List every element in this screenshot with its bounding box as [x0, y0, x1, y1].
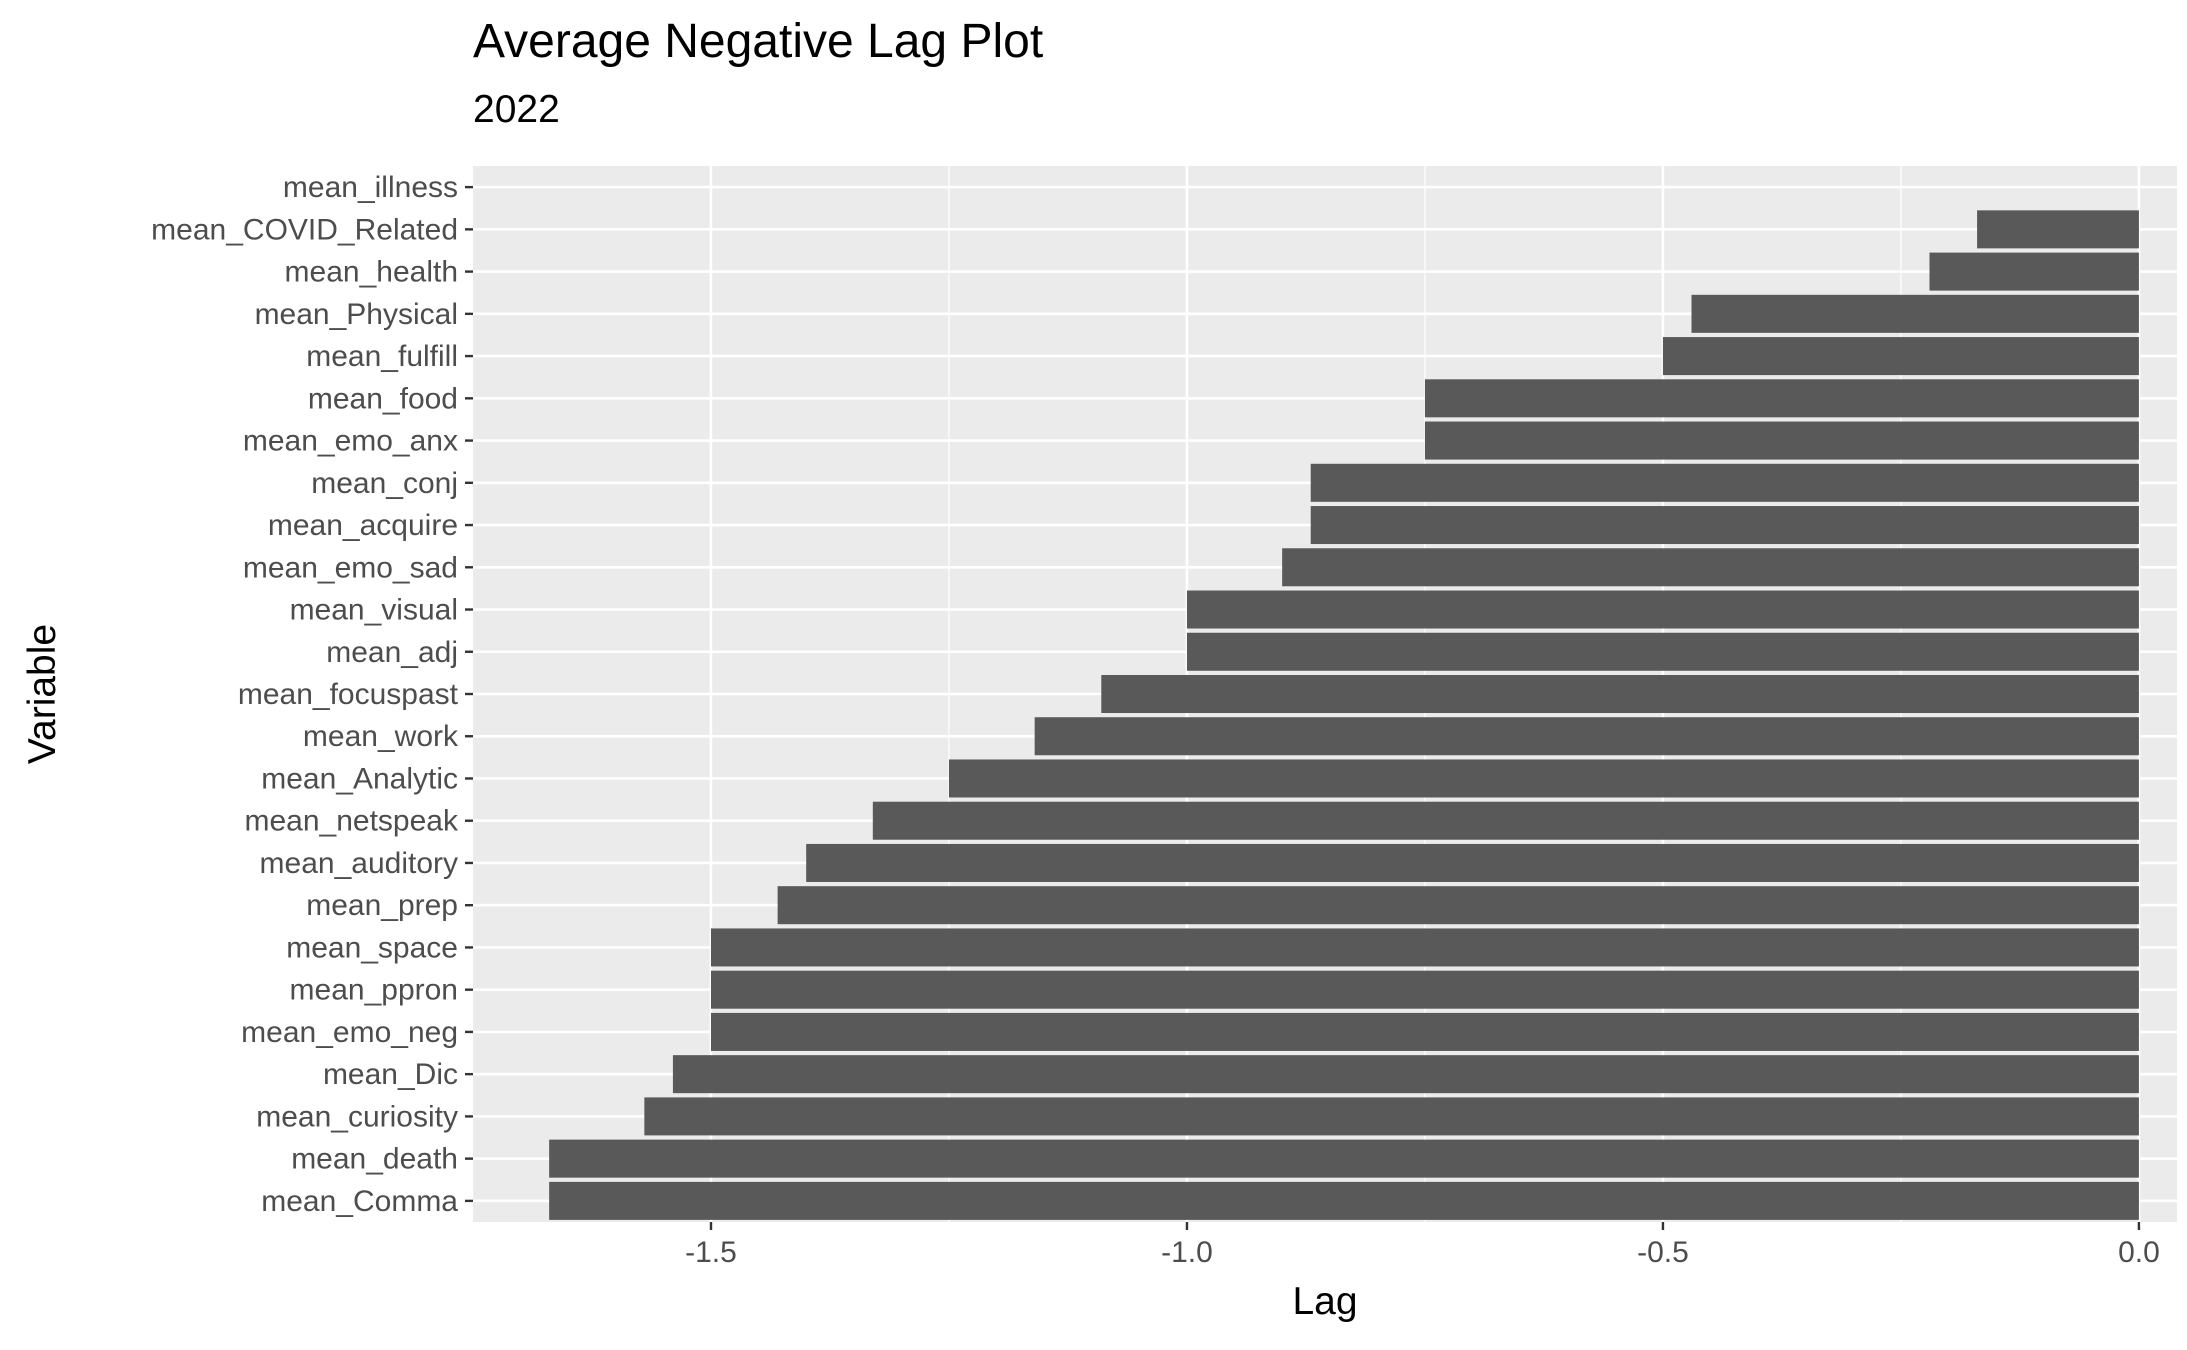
- y-tick-label: mean_visual: [290, 594, 458, 627]
- x-axis-title: Lag: [1292, 1280, 1357, 1323]
- y-tick-label: mean_netspeak: [245, 805, 459, 838]
- bar: [1424, 421, 2139, 460]
- y-tick-label: mean_COVID_Related: [151, 213, 458, 246]
- x-tick-label: -0.5: [1637, 1236, 1689, 1269]
- bar: [806, 843, 2139, 882]
- bars: [549, 210, 2139, 1220]
- y-tick-label: mean_acquire: [268, 509, 458, 542]
- bar: [710, 1012, 2139, 1051]
- y-tick-label: mean_prep: [306, 889, 458, 922]
- y-tick-label: mean_ppron: [290, 974, 458, 1007]
- y-axis: mean_illness mean_COVID_Related mean_healt…: [151, 171, 473, 1218]
- y-tick-label: mean_work: [303, 720, 459, 753]
- bar: [1186, 632, 2139, 671]
- y-tick-label: mean_adj: [326, 636, 458, 669]
- x-tick-label: 0.0: [2118, 1236, 2160, 1269]
- bar: [1101, 674, 2139, 714]
- bar: [672, 1055, 2139, 1094]
- y-tick-label: mean_focuspast: [238, 678, 459, 711]
- y-tick-label: mean_emo_anx: [243, 425, 458, 458]
- y-tick-label: mean_emo_neg: [241, 1016, 458, 1049]
- y-tick-label: mean_curiosity: [256, 1100, 458, 1133]
- bar: [710, 928, 2139, 967]
- bar: [777, 886, 2139, 925]
- bar: [1186, 590, 2139, 629]
- chart-subtitle: 2022: [473, 88, 560, 131]
- y-tick-label: mean_health: [285, 256, 458, 289]
- y-tick-label: mean_illness: [283, 171, 458, 204]
- y-tick-label: mean_emo_sad: [243, 551, 458, 584]
- bar: [1424, 379, 2139, 418]
- bar: [549, 1181, 2139, 1220]
- bar: [1691, 294, 2139, 333]
- chart-title: Average Negative Lag Plot: [473, 15, 1044, 68]
- x-tick-label: -1.5: [685, 1236, 737, 1269]
- bar: [1977, 210, 2139, 249]
- y-tick-label: mean_Dic: [323, 1058, 458, 1091]
- x-axis: -1.5 -1.0 -0.5 0.0: [685, 1222, 2160, 1269]
- y-tick-label: mean_auditory: [260, 847, 458, 880]
- bar: [1034, 717, 2139, 756]
- bar: [872, 801, 2139, 840]
- bar: [1310, 463, 2139, 502]
- x-tick-label: -1.0: [1161, 1236, 1213, 1269]
- bar: [1929, 252, 2139, 291]
- y-tick-label: mean_Comma: [261, 1185, 458, 1218]
- bar: [948, 759, 2139, 798]
- bar: [1662, 337, 2139, 376]
- y-tick-label: mean_Analytic: [261, 762, 458, 795]
- y-tick-label: mean_Physical: [255, 298, 458, 331]
- y-tick-label: mean_fulfill: [306, 340, 458, 373]
- bar: [710, 970, 2139, 1009]
- y-tick-label: mean_space: [286, 931, 458, 964]
- bar: [644, 1097, 2139, 1136]
- bar: [1282, 548, 2139, 587]
- y-tick-label: mean_death: [291, 1143, 458, 1176]
- y-tick-label: mean_food: [308, 382, 458, 415]
- bar: [549, 1139, 2139, 1178]
- y-axis-title: Variable: [21, 624, 64, 764]
- y-tick-label: mean_conj: [311, 467, 458, 500]
- bar: [1310, 506, 2139, 545]
